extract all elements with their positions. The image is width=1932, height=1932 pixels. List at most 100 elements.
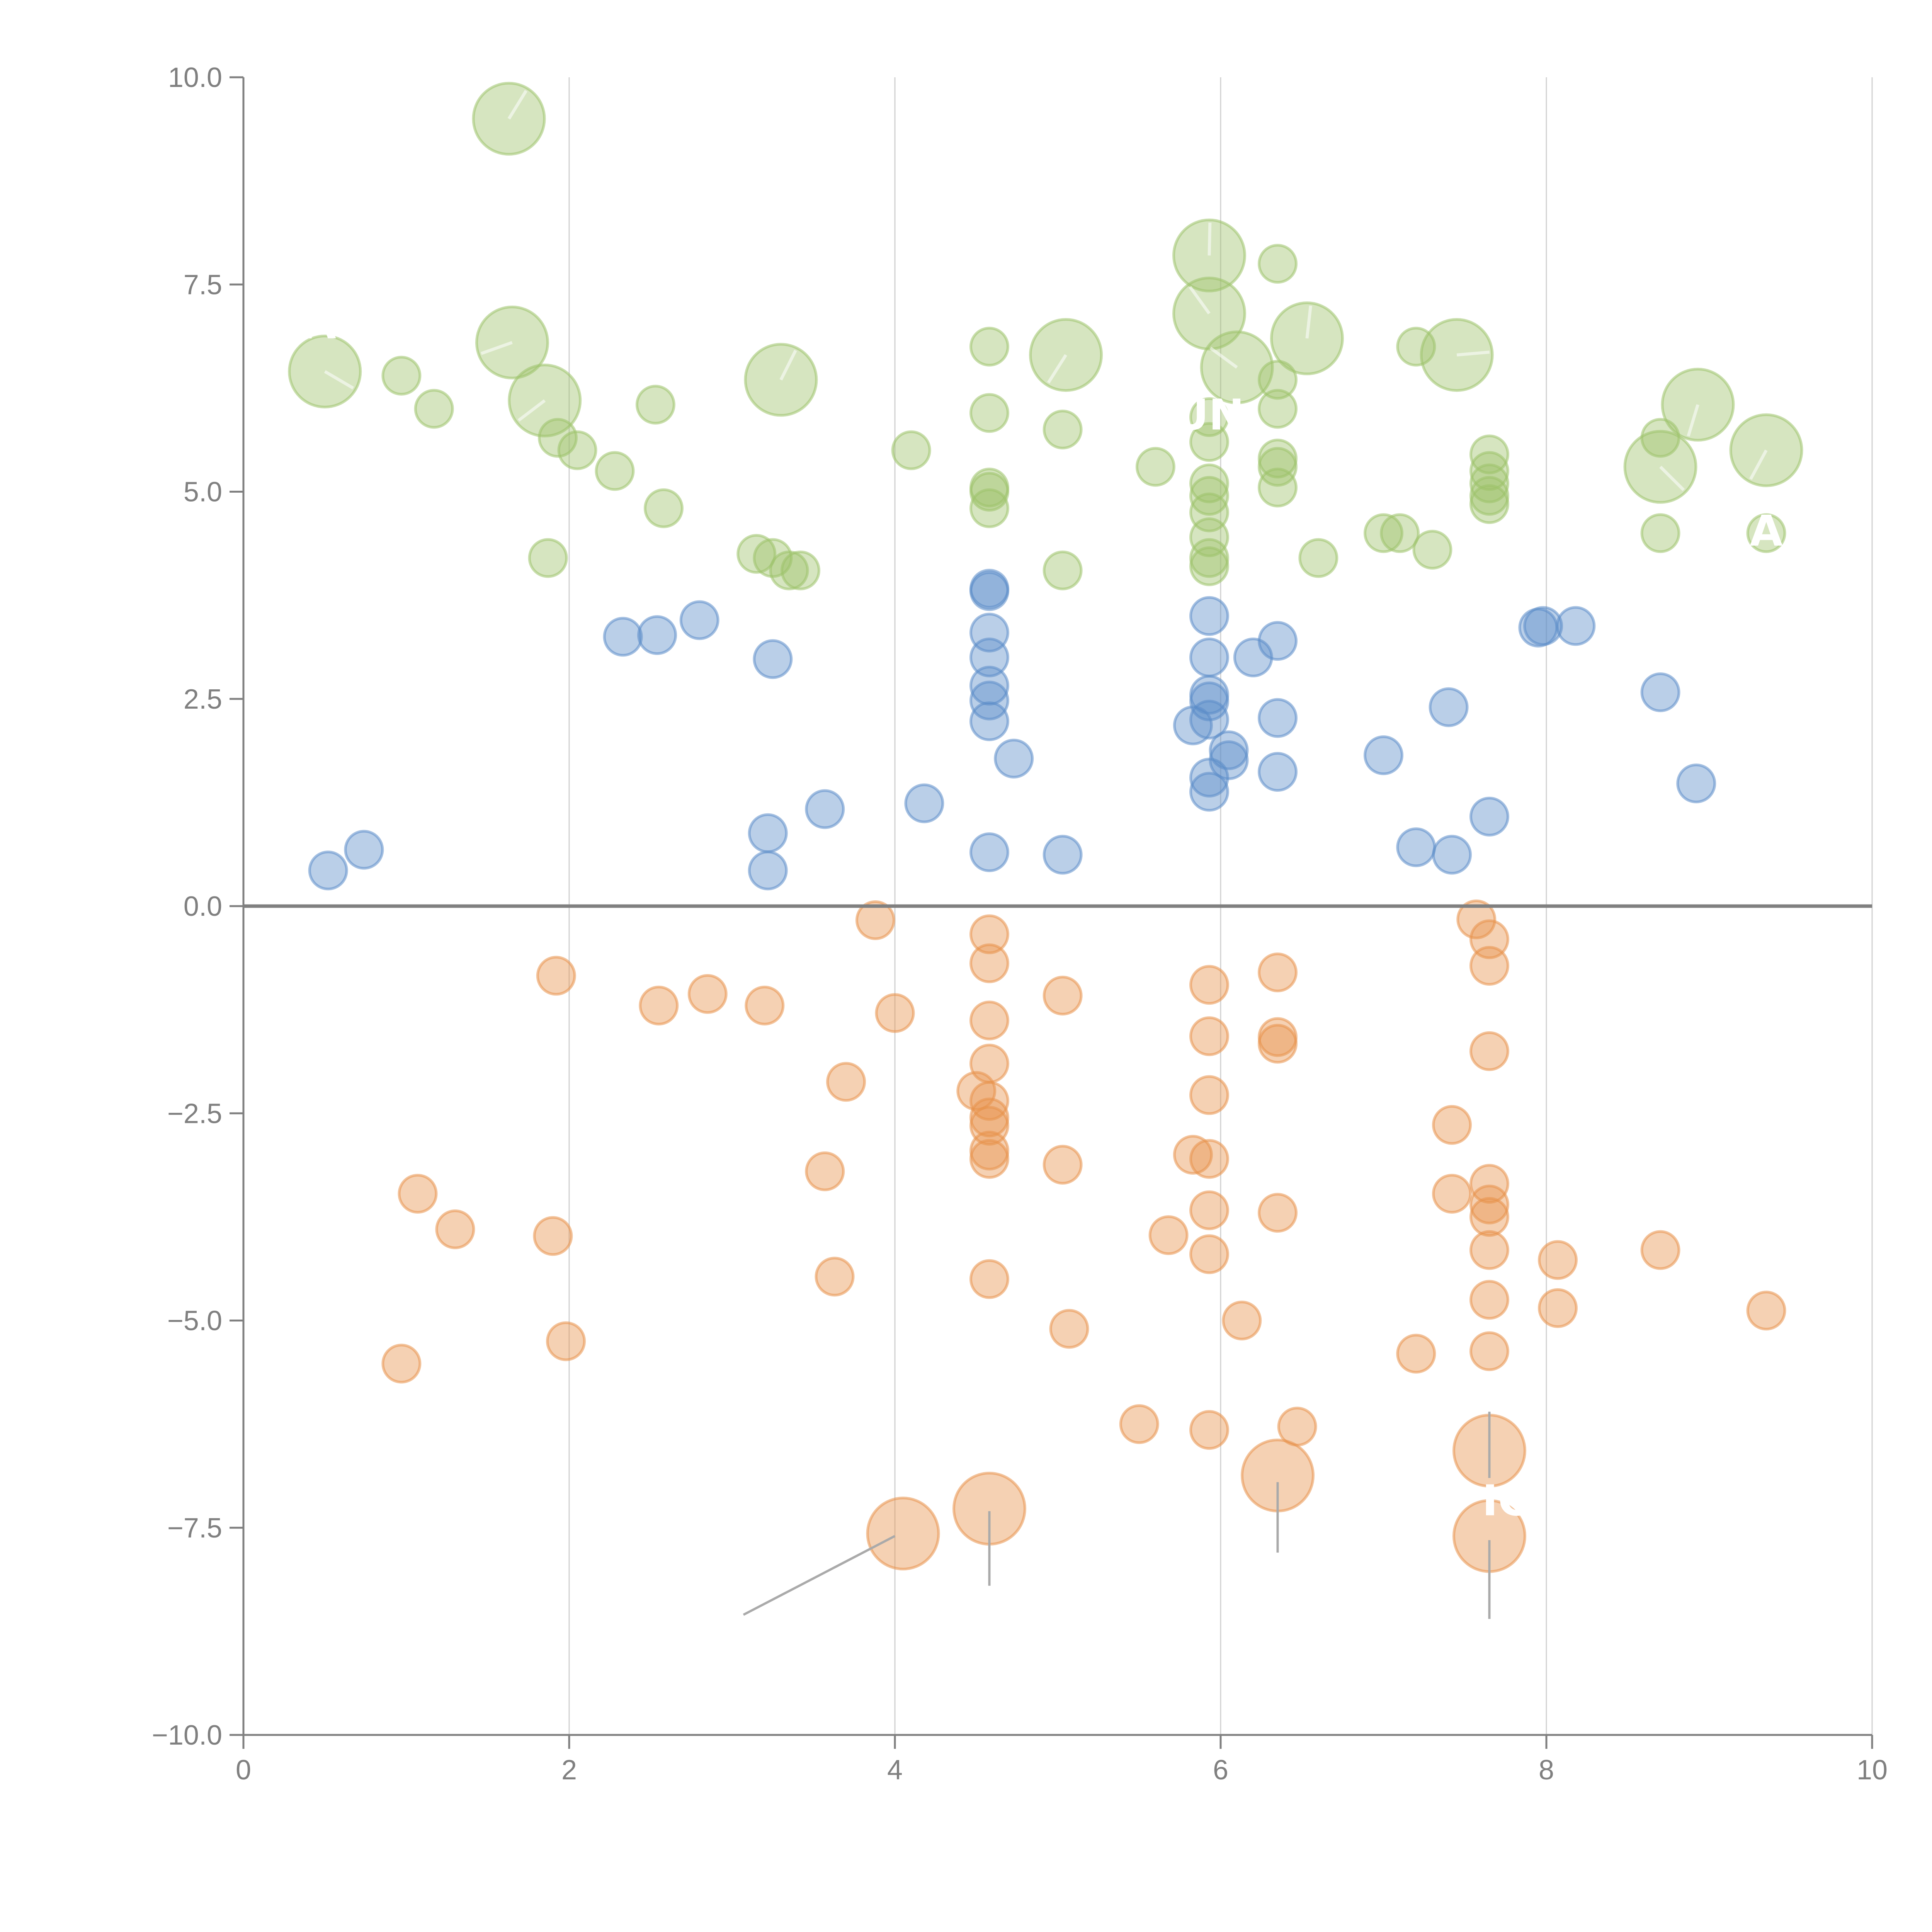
bubble-inner-line (481, 341, 513, 355)
y-tick-label: 7.5 (184, 269, 222, 300)
bubble-positive-low (969, 571, 1009, 611)
bubble-negative (1538, 1288, 1578, 1328)
bubble-positive-high (528, 538, 568, 578)
bubble-positive-low (969, 832, 1009, 872)
bubble-positive-high (635, 384, 675, 425)
bubble-label: UN (1174, 390, 1244, 440)
bubble-positive-high (595, 451, 635, 491)
bubble-inner-line (1659, 466, 1685, 491)
bubble-positive-low (1209, 730, 1249, 770)
bubble-negative (533, 1216, 573, 1256)
bubble-inner-line (507, 90, 528, 120)
bubble-positive-low (1258, 752, 1298, 792)
bubble-positive-high (414, 389, 454, 429)
bubble-negative (969, 1259, 1009, 1299)
bubble-negative (1640, 1230, 1680, 1270)
bubble-negative (1222, 1301, 1262, 1340)
bubble-negative (866, 1497, 940, 1571)
bubble-positive-high (1396, 327, 1436, 367)
bubble-positive-low (1189, 772, 1229, 812)
bubble-negative (687, 974, 728, 1014)
bubble-positive-high (1189, 463, 1229, 503)
bubble-positive-low (994, 738, 1034, 779)
bubble-positive-low (1364, 735, 1403, 776)
bubble-negative (1148, 1215, 1189, 1255)
bubble-negative (1189, 1234, 1229, 1274)
bubble-positive-high (1189, 517, 1229, 557)
bubble-label: IC (1482, 1476, 1529, 1526)
bubble-inner-line (1189, 286, 1211, 315)
bubble-negative (969, 1139, 1009, 1179)
bubble-inner-line (517, 399, 546, 422)
bubble-positive-low (1189, 596, 1229, 636)
bubble-negative (1258, 952, 1298, 993)
bubble-positive-low (1189, 699, 1229, 740)
bubble-inner-line (779, 350, 797, 381)
bubble-positive-low (1432, 835, 1472, 875)
bubble-negative (875, 993, 915, 1033)
bubble-positive-low (969, 680, 1009, 721)
bubble-positive-low (969, 701, 1009, 742)
bubble-inner-line (1305, 305, 1312, 339)
bubble-negative (381, 1344, 422, 1384)
bubble-positive-high (1469, 434, 1509, 474)
bubble-positive-low (1469, 796, 1509, 837)
bubble-positive-high (1469, 484, 1509, 524)
bubble-positive-high (1412, 530, 1452, 570)
x-tick-label: 8 (1539, 1755, 1554, 1786)
bubble-negative (1258, 1024, 1298, 1064)
bubble-positive-high (1258, 389, 1298, 429)
bubble-positive-high (1380, 513, 1420, 553)
y-tick-label: 2.5 (184, 684, 222, 715)
bubble-inner-line (1687, 404, 1699, 437)
y-tick-label: 10.0 (168, 62, 222, 93)
bubble-positive-low (969, 665, 1009, 706)
bubble-negative (1119, 1404, 1159, 1444)
bubble-negative (1189, 1016, 1229, 1056)
bubble-negative (639, 985, 679, 1026)
x-tick-label: 2 (561, 1755, 577, 1786)
bubble-negative (1189, 1410, 1229, 1450)
bubble-negative (1469, 1197, 1509, 1237)
bubble-negative (1049, 1309, 1089, 1349)
bubble-negative (1746, 1291, 1786, 1331)
bubble-negative (1469, 946, 1509, 986)
y-tick-label: −2.5 (167, 1098, 222, 1129)
bubble-positive-high (1189, 476, 1229, 516)
x-tick-label: 4 (887, 1755, 903, 1786)
bubble-negative (1396, 1333, 1436, 1374)
bubble-labels: AY UN L A IC (303, 204, 1783, 1526)
bubble-inner-line (1209, 347, 1238, 369)
bubble-label: A (1750, 506, 1782, 556)
bubble-negative (435, 1209, 475, 1250)
bubble-positive-low (1043, 835, 1083, 875)
bubble-negative (1173, 1135, 1213, 1175)
bubble-positive-high (1189, 546, 1229, 587)
bubble-positive-low (1258, 621, 1298, 661)
bubble-positive-high (781, 550, 821, 590)
y-tick-label: −5.0 (167, 1306, 222, 1337)
bubble-positive-high (1043, 550, 1083, 590)
bubble-label: AY (303, 299, 364, 349)
bubble-negative (815, 1257, 855, 1297)
bubble-negative (1469, 1184, 1509, 1225)
bubble-positive-high (1746, 513, 1786, 553)
bubble-label: L (1289, 204, 1316, 253)
bubble-negative (1456, 899, 1497, 939)
bubble-positive-low (637, 615, 677, 655)
bubble-negative (826, 1062, 866, 1102)
bubble-positive-low (679, 600, 719, 640)
bubble-positive-low (1523, 606, 1563, 646)
bubble-negative (1432, 1173, 1472, 1214)
bubbles (288, 82, 1803, 1573)
bubble-negative (1469, 1230, 1509, 1270)
bubble-negative (398, 1173, 438, 1214)
bubble-positive-high (1258, 468, 1298, 508)
bubble-negative (1043, 976, 1083, 1016)
bubble-positive-high (1043, 410, 1083, 450)
bubble-negative (1258, 1193, 1298, 1233)
bubble-negative (1469, 1280, 1509, 1320)
bubble-positive-high (891, 430, 931, 470)
bubble-inner-line (1456, 350, 1490, 357)
